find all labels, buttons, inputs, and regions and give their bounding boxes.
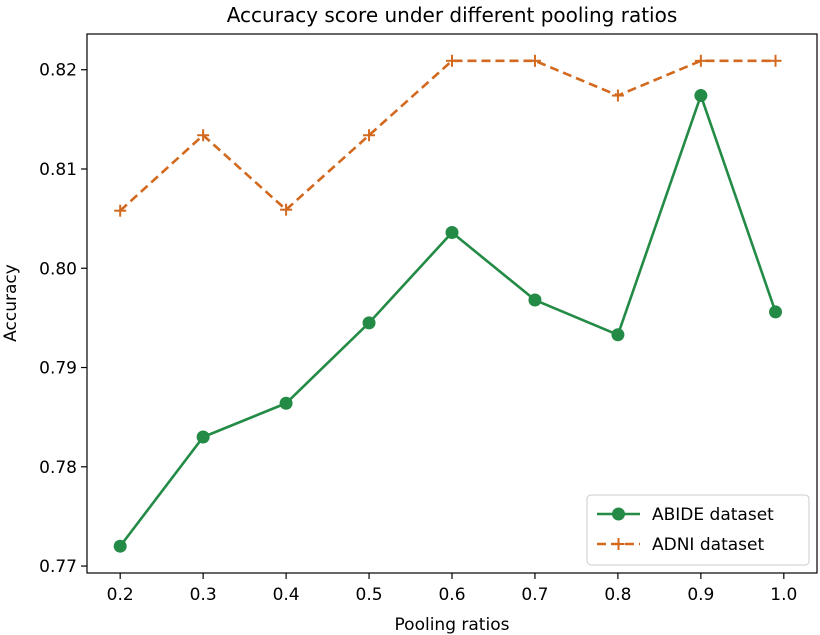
x-tick-label: 0.8 <box>604 585 631 605</box>
data-point-abide <box>694 89 708 103</box>
chart-title: Accuracy score under different pooling r… <box>227 3 678 27</box>
y-tick-label: 0.79 <box>39 359 77 379</box>
data-point-abide <box>445 226 459 240</box>
x-axis-label: Pooling ratios <box>395 615 510 635</box>
data-point-abide <box>279 396 293 410</box>
data-point-adni <box>280 203 293 216</box>
y-tick-label: 0.81 <box>39 160 77 180</box>
x-tick-label: 0.9 <box>687 585 714 605</box>
data-point-adni <box>694 54 707 67</box>
data-point-adni <box>363 129 376 142</box>
y-tick-label: 0.78 <box>39 458 77 478</box>
data-point-abide <box>769 305 783 319</box>
legend-marker-abide <box>612 507 625 521</box>
data-point-abide <box>611 328 625 342</box>
x-tick-label: 0.2 <box>107 585 134 605</box>
x-axis: 0.2 0.3 0.4 0.5 0.6 0.7 0.8 0.9 1.0 <box>107 573 797 605</box>
data-point-abide <box>113 539 127 553</box>
legend-box <box>586 494 810 566</box>
y-axis-label: Accuracy <box>1 264 21 342</box>
data-point-abide <box>528 293 542 307</box>
data-point-adni <box>446 54 458 67</box>
legend-label-abide: ABIDE dataset <box>652 505 774 525</box>
x-tick-label: 0.3 <box>190 585 217 605</box>
x-tick-label: 0.7 <box>521 585 548 605</box>
data-point-adni <box>528 54 541 67</box>
data-point-adni <box>114 204 127 217</box>
data-point-abide <box>362 316 376 330</box>
series-line-adni <box>119 59 776 212</box>
x-tick-label: 0.6 <box>438 585 465 605</box>
legend: ABIDE dataset ADNI dataset <box>586 494 810 566</box>
y-axis: 0.77 0.78 0.79 0.80 0.81 0.82 <box>39 61 87 577</box>
x-tick-label: 0.5 <box>356 585 383 605</box>
series-line-abide <box>119 94 777 547</box>
legend-label-adni: ADNI dataset <box>652 535 764 555</box>
legend-marker-adni <box>612 538 625 550</box>
y-tick-label: 0.82 <box>39 61 77 81</box>
y-tick-label: 0.77 <box>39 557 77 577</box>
y-tick-label: 0.80 <box>39 259 77 279</box>
data-point-abide <box>196 430 210 444</box>
series-layer <box>113 54 783 553</box>
data-point-adni <box>769 54 782 67</box>
x-tick-label: 0.4 <box>273 585 300 605</box>
x-tick-label: 1.0 <box>770 585 797 605</box>
data-point-adni <box>611 89 624 102</box>
data-point-adni <box>197 129 210 142</box>
